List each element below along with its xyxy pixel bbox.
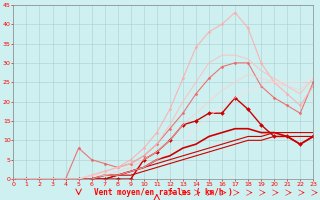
X-axis label: Vent moyen/en rafales ( km/h ): Vent moyen/en rafales ( km/h ) (94, 188, 233, 197)
